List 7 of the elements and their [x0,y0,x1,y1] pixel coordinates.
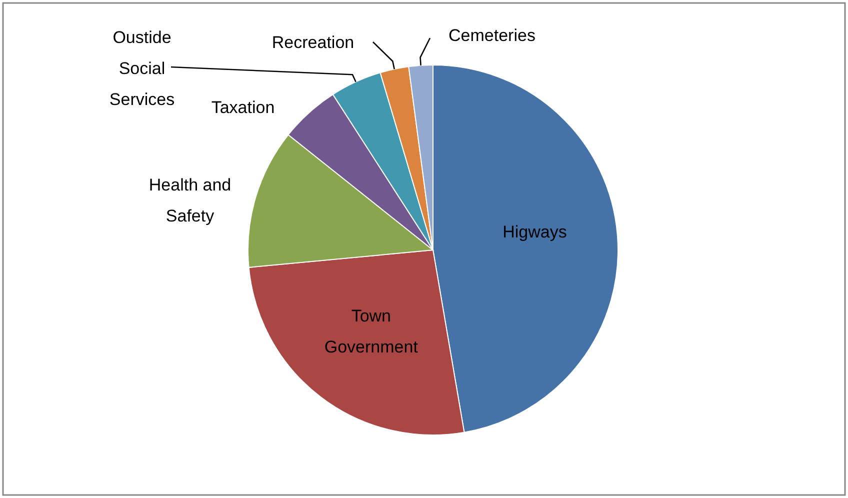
slice-label: Cemeteries [448,26,536,45]
slice-label: Health and Safety [148,176,232,226]
slice-label: Higways [502,222,567,242]
slice-label: Oustide Social Services [109,28,175,109]
slice-label: Town Government [324,306,418,356]
slice-label: Taxation [211,98,275,117]
slice-label: Recreation [272,33,354,52]
